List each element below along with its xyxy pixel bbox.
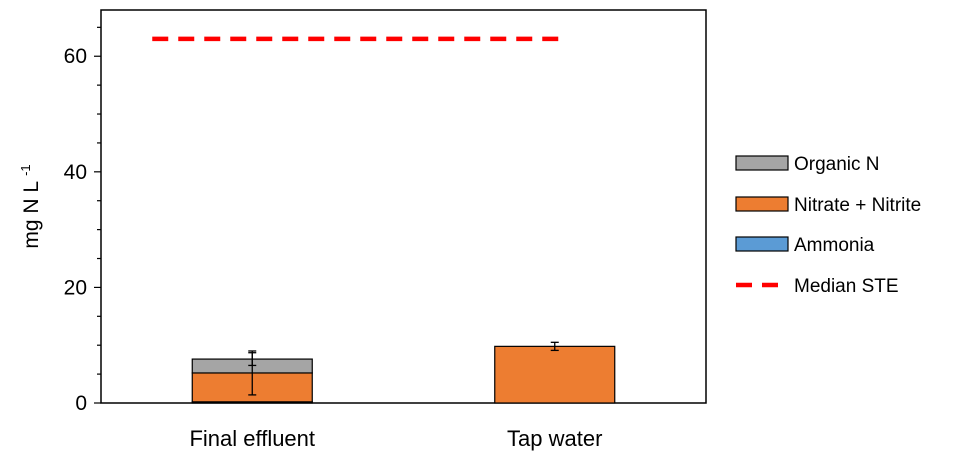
y-tick-label: 0 — [75, 392, 87, 415]
legend-label: Nitrate + Nitrite — [794, 195, 921, 216]
legend-entry: Nitrate + Nitrite — [735, 195, 921, 216]
bar-segment-nitrate-nitrite — [494, 345, 616, 404]
y-tick-label: 60 — [64, 45, 87, 68]
legend-label: Ammonia — [794, 235, 875, 256]
error-bars-layer — [248, 341, 559, 396]
error-bar — [550, 341, 559, 352]
plot-area — [100, 9, 707, 404]
x-axis: Final effluent Tap water — [189, 426, 602, 451]
legend-entry: Organic N — [735, 154, 880, 175]
y-axis-title: mg N L -1 — [18, 164, 43, 248]
x-category-label: Tap water — [507, 426, 602, 451]
y-axis-title-text: mg N L — [20, 182, 43, 249]
y-axis-title-superscript: -1 — [18, 164, 33, 176]
legend-swatch — [735, 196, 789, 212]
legend-entry: Ammonia — [735, 235, 875, 256]
legend-label: Median STE — [794, 276, 899, 297]
legend: Organic N Nitrate + Nitrite Ammonia Median … — [735, 154, 921, 297]
x-category-label: Final effluent — [189, 426, 315, 451]
legend-label: Organic N — [794, 154, 880, 175]
y-axis: 0 20 40 60 — [64, 26, 101, 415]
legend-entry: Median STE — [736, 276, 899, 297]
legend-swatch — [735, 236, 789, 252]
error-bar — [248, 352, 257, 367]
y-tick-label: 20 — [64, 276, 87, 299]
legend-swatch — [735, 155, 789, 171]
y-tick-label: 40 — [64, 161, 87, 184]
